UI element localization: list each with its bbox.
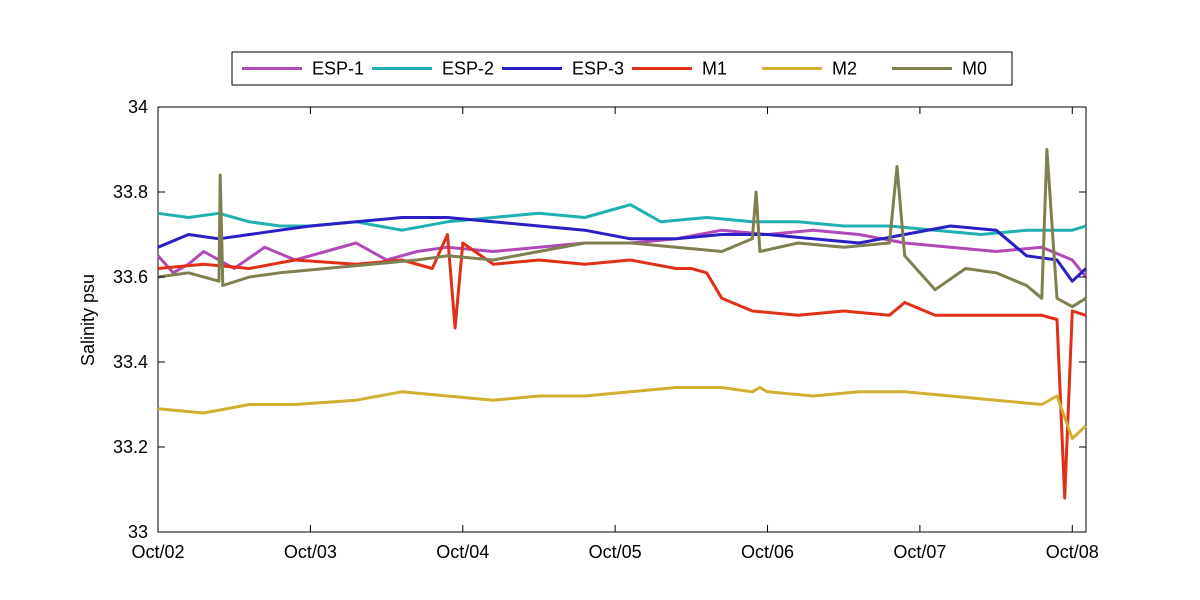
y-tick-label: 33.8 xyxy=(113,182,148,202)
x-tick-label: Oct/06 xyxy=(741,542,794,562)
y-axis-title: Salinity psu xyxy=(78,274,98,366)
x-tick-label: Oct/02 xyxy=(131,542,184,562)
x-tick-label: Oct/07 xyxy=(893,542,946,562)
x-tick-label: Oct/08 xyxy=(1046,542,1099,562)
y-tick-label: 33.2 xyxy=(113,437,148,457)
x-tick-label: Oct/05 xyxy=(589,542,642,562)
legend-label: ESP-3 xyxy=(572,59,624,79)
series-line-m2 xyxy=(157,386,1087,440)
legend-label: ESP-2 xyxy=(442,59,494,79)
axis-layer: Oct/02 Oct/03 Oct/04 Oct/05 Oct/06 Oct/07 Oct/… xyxy=(113,97,1099,562)
legend-label: M2 xyxy=(832,59,857,79)
legend-label: M0 xyxy=(962,59,987,79)
y-tick-label: 33.6 xyxy=(113,267,148,287)
legend-label: ESP-1 xyxy=(312,59,364,79)
series-line-esp-3 xyxy=(157,216,1087,283)
plot-area xyxy=(157,106,1087,533)
y-tick-label: 33 xyxy=(128,522,148,542)
legend-label: M1 xyxy=(702,59,727,79)
y-tick-label: 33.4 xyxy=(113,352,148,372)
legend: ESP-1 ESP-2 ESP-3 M1 M2 M0 xyxy=(231,51,1013,86)
x-tick-label: Oct/04 xyxy=(436,542,489,562)
y-tick-label: 34 xyxy=(128,97,148,117)
x-tick-label: Oct/03 xyxy=(284,542,337,562)
series-line-m0 xyxy=(157,148,1087,309)
series-line-esp-1 xyxy=(156,228,1088,278)
series-layer xyxy=(156,148,1088,500)
legend-box xyxy=(231,51,1013,86)
